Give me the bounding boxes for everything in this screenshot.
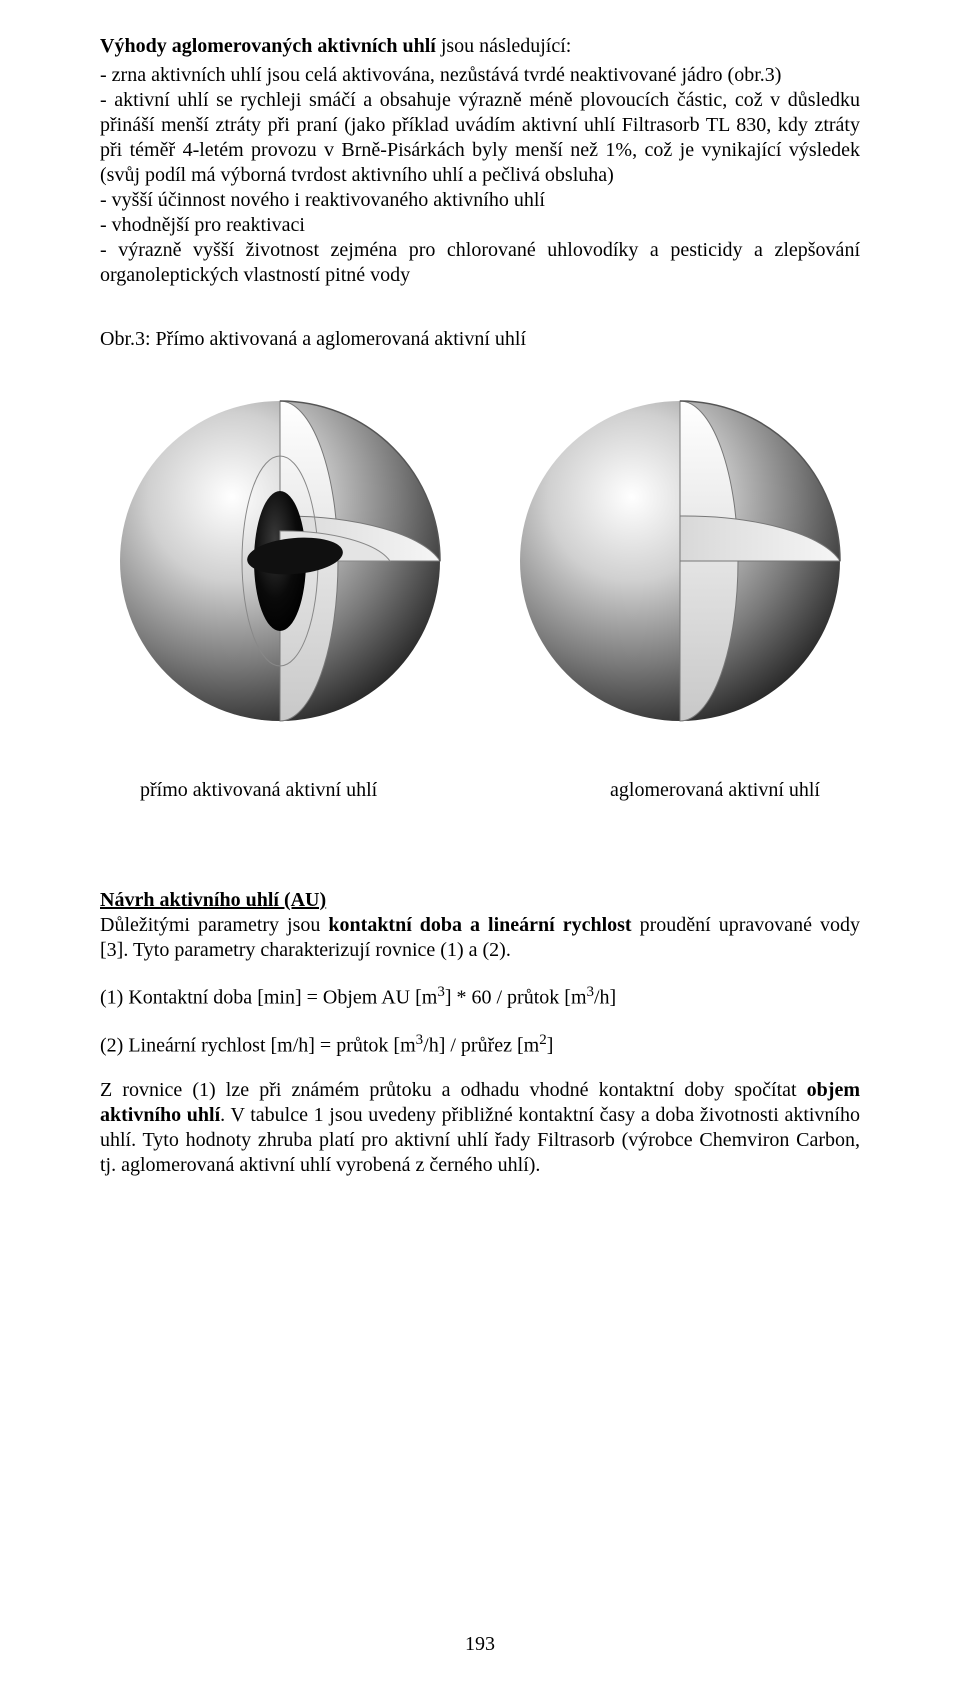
list-item-4: - vhodnější pro reaktivaci	[100, 213, 860, 238]
figure-3: Obr.3: Přímo aktivovaná a aglomerovaná a…	[100, 328, 860, 802]
list-item-3: - vyšší účinnost nového i reaktivovaného…	[100, 188, 860, 213]
page-number: 193	[0, 1633, 960, 1656]
list-item-2: - aktivní uhlí se rychleji smáčí a obsah…	[100, 88, 860, 188]
figure-3-title: Obr.3: Přímo aktivovaná a aglomerovaná a…	[100, 328, 860, 351]
after-equations-paragraph: Z rovnice (1) lze při známém průtoku a o…	[100, 1078, 860, 1178]
sphere-left	[100, 371, 460, 731]
advantages-title-rest: jsou následující:	[436, 35, 572, 57]
equation-1: (1) Kontaktní doba [min] = Objem AU [m3]…	[100, 983, 860, 1011]
design-heading: Návrh aktivního uhlí (AU)	[100, 889, 326, 911]
figure-3-captions: přímo aktivovaná aktivní uhlí aglomerova…	[100, 779, 860, 802]
page: Výhody aglomerovaných aktivních uhlí jso…	[0, 0, 960, 1682]
caption-right: aglomerovaná aktivní uhlí	[610, 779, 820, 802]
design-paragraph: Návrh aktivního uhlí (AU) Důležitými par…	[100, 888, 860, 963]
list-item-1: - zrna aktivních uhlí jsou celá aktivová…	[100, 63, 860, 88]
design-p1a: Důležitými parametry jsou	[100, 914, 328, 936]
design-p1b: kontaktní doba a lineární rychlost	[328, 914, 631, 936]
advantages-title: Výhody aglomerovaných aktivních uhlí jso…	[100, 34, 860, 59]
list-item-5: - výrazně vyšší životnost zejména pro ch…	[100, 238, 860, 288]
sphere-right	[500, 371, 860, 731]
equation-2: (2) Lineární rychlost [m/h] = průtok [m3…	[100, 1031, 860, 1059]
advantages-title-bold: Výhody aglomerovaných aktivních uhlí	[100, 35, 436, 57]
figure-3-panel	[100, 371, 860, 731]
caption-left: přímo aktivovaná aktivní uhlí	[140, 779, 377, 802]
